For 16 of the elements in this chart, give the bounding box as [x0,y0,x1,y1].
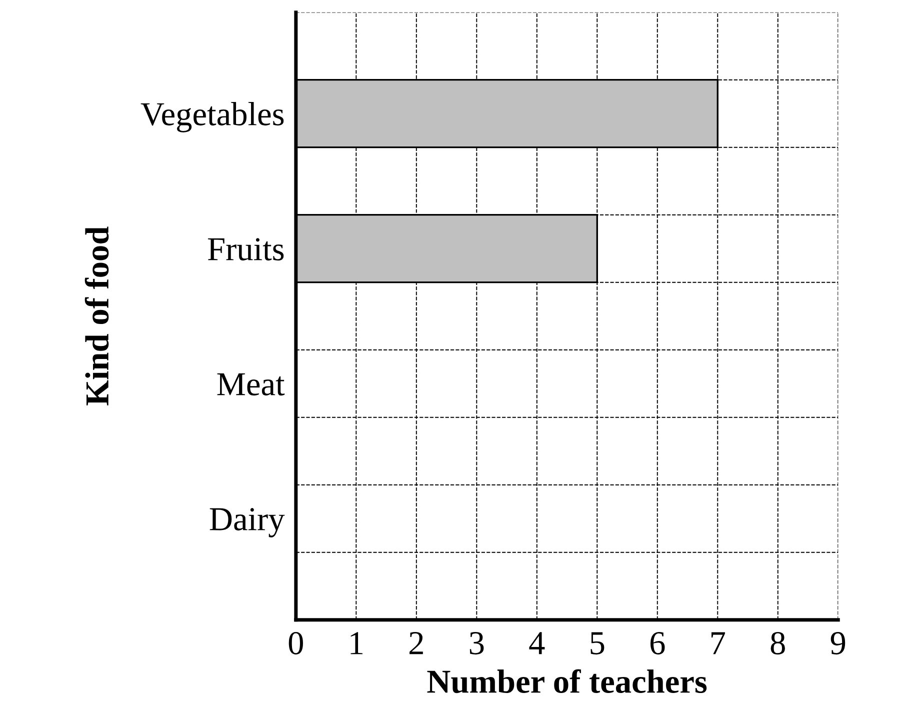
x-tick-label: 4 [529,632,545,654]
x-axis-title: Number of teachers [427,669,707,694]
y-axis-title: Kind of food [84,226,109,406]
y-tick-label: Fruits [208,238,284,260]
x-tick-label: 2 [410,632,423,654]
y-tick-label: Vegetables [140,102,284,132]
x-tick-label: 7 [712,632,726,654]
x-tick-label: 8 [770,632,785,654]
x-tick-label: 9 [830,632,846,654]
x-tick-label: 6 [650,632,665,654]
x-tick-label: 5 [590,632,604,654]
y-tick-label: Dairy [210,508,285,538]
y-tick-label: Meat [217,373,285,396]
x-tick-label: 3 [470,632,484,654]
x-tick-label: 0 [288,632,303,654]
x-tick-label: 1 [350,632,362,654]
